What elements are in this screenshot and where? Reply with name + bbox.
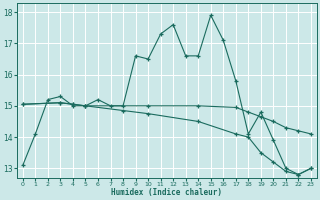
X-axis label: Humidex (Indice chaleur): Humidex (Indice chaleur) [111, 188, 222, 197]
